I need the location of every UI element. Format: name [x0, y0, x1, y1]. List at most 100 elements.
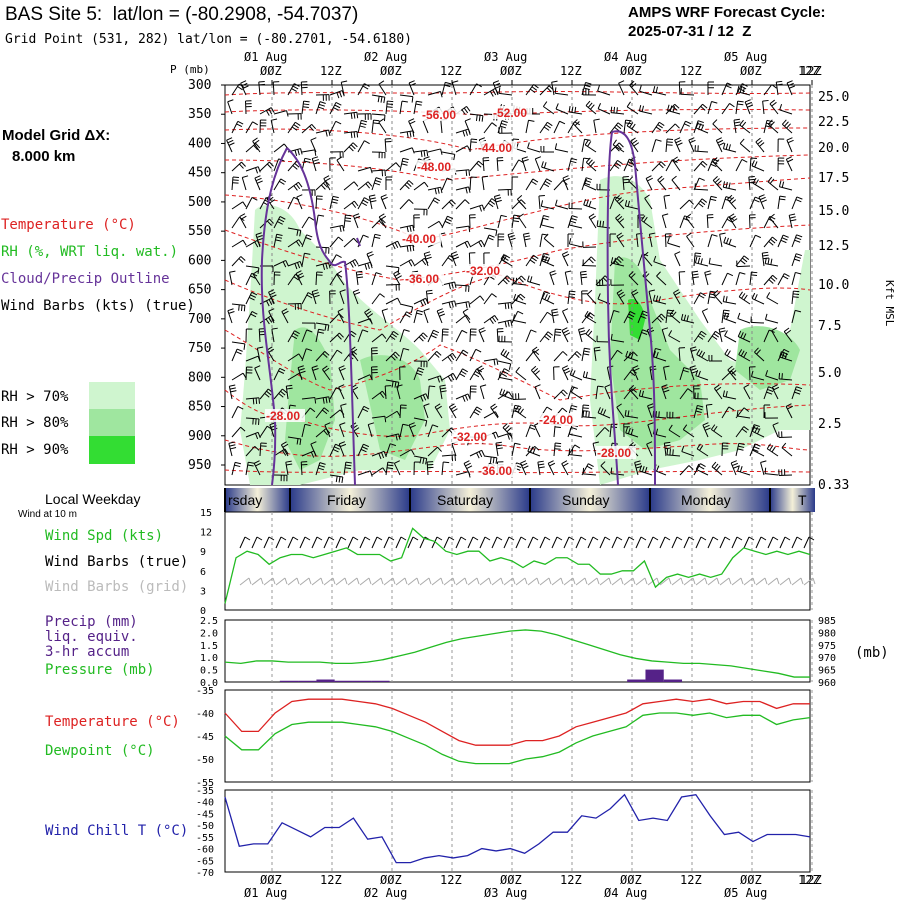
- barb-feather: [304, 157, 311, 161]
- barb-feather: [339, 332, 344, 338]
- barb-feather: [562, 365, 568, 369]
- barb-feather: [765, 125, 772, 128]
- barb-staff: [723, 395, 737, 400]
- barb-feather: [700, 292, 706, 297]
- barb-staff: [771, 330, 779, 343]
- barb-staff: [712, 180, 723, 191]
- barb-feather: [658, 121, 665, 127]
- wind-barb: [231, 201, 247, 210]
- wind-barb: [245, 445, 260, 457]
- barb-feather: [522, 465, 529, 469]
- wind-barb: [707, 195, 717, 210]
- barb-feather: [712, 119, 718, 125]
- barb-staff: [287, 181, 299, 191]
- barb-staff: [495, 443, 499, 457]
- barb-staff: [245, 462, 249, 476]
- barb-feather: [585, 328, 590, 335]
- barb-staff: [616, 292, 625, 305]
- barb-staff: [516, 198, 527, 210]
- barb-staff: [730, 462, 737, 476]
- barb-feather: [610, 106, 613, 113]
- barb-feather: [276, 233, 283, 236]
- barb-feather: [631, 123, 636, 130]
- barb-feather: [597, 407, 601, 414]
- wind-barb: [568, 106, 583, 115]
- wind-barb: [708, 257, 723, 267]
- top-hour-label: 12Z: [320, 64, 342, 78]
- barb-staff: [273, 388, 283, 400]
- barb-feather: [391, 381, 394, 388]
- barb-feather: [516, 194, 523, 200]
- temp-contour-label: -28.00: [266, 409, 300, 423]
- barb-staff: [245, 311, 253, 324]
- barb-feather: [454, 300, 457, 307]
- barb-feather: [272, 577, 276, 585]
- wind-barb: [777, 157, 785, 172]
- barb-staff: [527, 147, 541, 153]
- wind-barb: [413, 208, 428, 216]
- barb-feather: [628, 442, 634, 447]
- wind-barb: [527, 445, 541, 457]
- barb-staff: [287, 353, 300, 362]
- barb-staff: [731, 536, 738, 549]
- barb-feather: [685, 120, 692, 125]
- barb-feather: [258, 397, 261, 404]
- barb-feather: [655, 139, 662, 142]
- wind-barb: [296, 194, 303, 210]
- barb-staff: [569, 243, 583, 248]
- barb-feather: [709, 296, 716, 299]
- barb-feather: [729, 367, 735, 373]
- barb-staff: [584, 315, 597, 324]
- barb-staff: [593, 120, 597, 134]
- barb-staff: [661, 215, 667, 229]
- barb-staff: [668, 335, 681, 343]
- barb-staff: [385, 240, 398, 248]
- barb-feather: [739, 138, 745, 144]
- barb-feather: [741, 158, 748, 163]
- barb-feather: [453, 154, 456, 161]
- barb-feather: [613, 164, 620, 169]
- barb-staff: [681, 319, 695, 324]
- wind-barb: [644, 194, 653, 210]
- wind-barb: [497, 188, 512, 196]
- barb-feather: [781, 181, 785, 188]
- wind-barb: [553, 366, 560, 381]
- barb-staff: [767, 536, 774, 549]
- barb-staff: [371, 536, 378, 549]
- barb-feather: [453, 256, 460, 260]
- precip-panel-frame: [224, 619, 811, 683]
- barb-staff: [791, 577, 802, 586]
- barb-feather: [554, 448, 561, 450]
- barb-feather: [531, 257, 537, 262]
- barb-feather: [562, 462, 569, 467]
- precip-bar: [316, 679, 335, 682]
- grid-wind-barb: [515, 577, 528, 586]
- barb-feather: [320, 577, 324, 585]
- barb-feather: [639, 85, 642, 92]
- barb-feather: [752, 577, 756, 585]
- barb-feather: [742, 257, 748, 263]
- barb-feather: [628, 313, 635, 318]
- wind-barb: [582, 241, 597, 248]
- barb-feather: [517, 406, 522, 413]
- barb-staff: [252, 141, 261, 153]
- barb-feather: [325, 130, 328, 137]
- grid-wind-barb: [599, 577, 612, 586]
- weekday-band: [290, 488, 410, 512]
- barb-feather: [408, 199, 414, 204]
- weekday-band: [530, 488, 650, 512]
- precip-tick-label: 2.0: [200, 628, 218, 639]
- barb-feather: [271, 118, 278, 121]
- barb-feather: [367, 262, 370, 270]
- barb-staff: [427, 386, 430, 400]
- wind-barb: [315, 94, 330, 101]
- wind-barb: [371, 333, 387, 343]
- true-wind-barb: [479, 536, 491, 549]
- grid-wind-barb: [275, 577, 288, 586]
- wind-barb: [483, 411, 499, 419]
- barb-feather: [338, 476, 341, 483]
- barb-staff: [625, 356, 639, 362]
- barb-feather: [478, 160, 484, 166]
- wind-barb: [778, 469, 793, 476]
- barb-feather: [722, 181, 726, 188]
